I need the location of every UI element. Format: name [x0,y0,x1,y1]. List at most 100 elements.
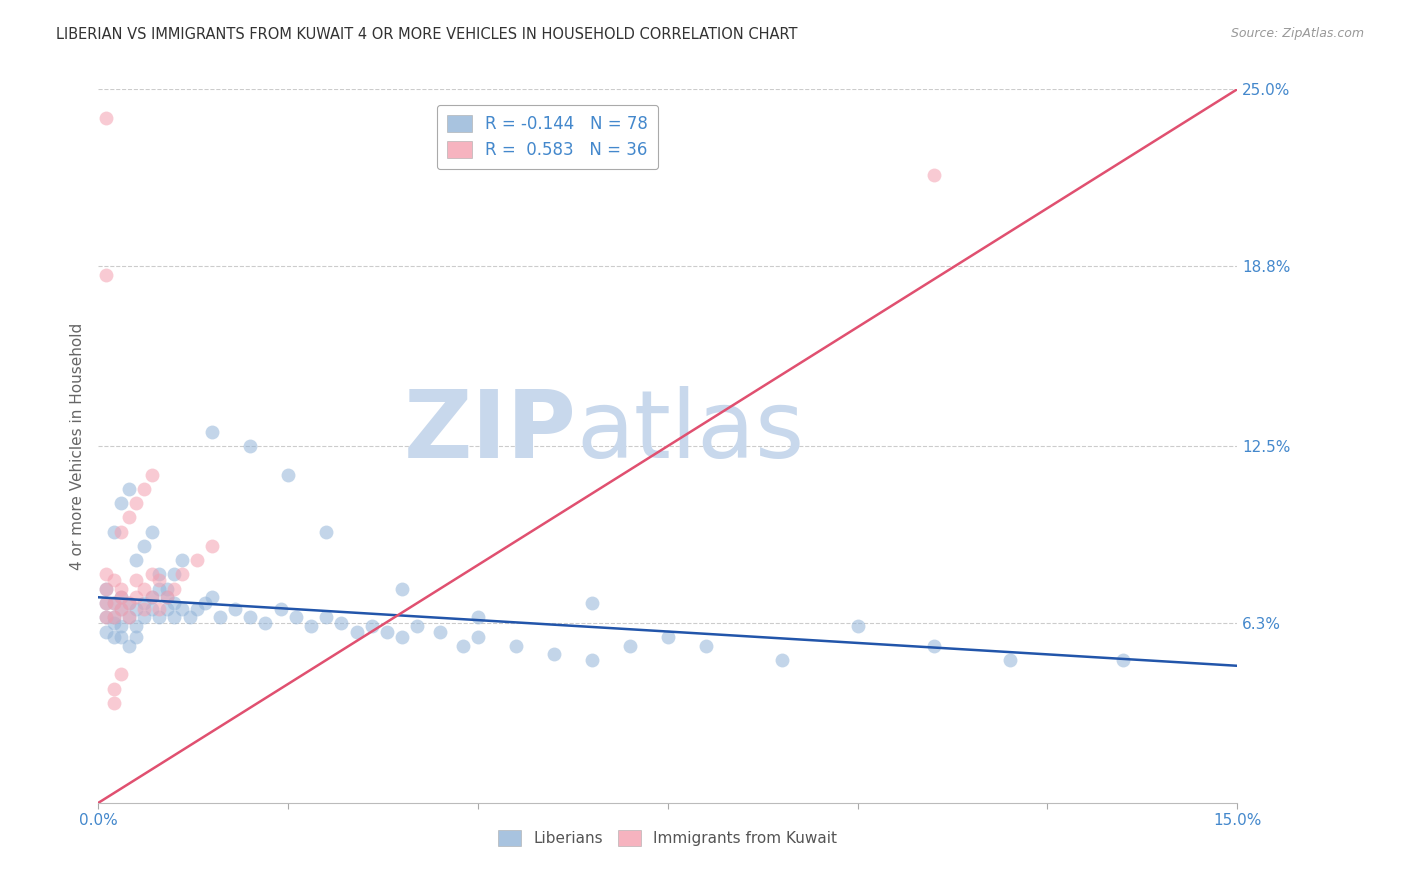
Point [581,596,603,610]
Point [94,610,117,624]
Point [239,439,262,453]
Point [156,591,179,605]
Point [94,268,117,282]
Text: ZIP: ZIP [404,385,576,478]
Y-axis label: 4 or more Vehicles in Household: 4 or more Vehicles in Household [69,322,84,570]
Point [163,567,186,582]
Point [110,619,132,633]
Point [179,610,201,624]
Point [94,111,117,125]
Point [110,591,132,605]
Point [201,425,224,439]
Text: Source: ZipAtlas.com: Source: ZipAtlas.com [1230,27,1364,40]
Point [132,596,155,610]
Point [103,596,125,610]
Point [118,596,141,610]
Point [270,601,292,615]
Point [163,610,186,624]
Point [156,601,179,615]
Point [467,630,489,644]
Point [141,591,163,605]
Point [132,601,155,615]
Point [110,601,132,615]
Point [543,648,565,662]
Point [208,610,231,624]
Legend: Liberians, Immigrants from Kuwait: Liberians, Immigrants from Kuwait [492,824,844,852]
Point [922,639,945,653]
Point [103,524,125,539]
Point [148,573,170,587]
Point [998,653,1021,667]
Point [406,619,429,633]
Point [110,496,132,510]
Point [254,615,277,630]
Point [110,582,132,596]
Point [170,567,193,582]
Text: LIBERIAN VS IMMIGRANTS FROM KUWAIT 4 OR MORE VEHICLES IN HOUSEHOLD CORRELATION C: LIBERIAN VS IMMIGRANTS FROM KUWAIT 4 OR … [56,27,797,42]
Point [148,567,170,582]
Point [118,482,141,496]
Point [163,596,186,610]
Point [148,610,170,624]
Point [103,615,125,630]
Point [148,601,170,615]
Point [103,681,125,696]
Point [110,630,132,644]
Point [110,524,132,539]
Point [103,596,125,610]
Point [330,615,353,630]
Point [375,624,398,639]
Point [922,168,945,182]
Point [125,573,148,587]
Point [118,610,141,624]
Point [194,596,217,610]
Point [770,653,793,667]
Point [125,591,148,605]
Point [125,619,148,633]
Point [141,567,163,582]
Point [118,610,141,624]
Point [467,610,489,624]
Point [186,601,208,615]
Point [148,582,170,596]
Point [110,591,132,605]
Point [94,610,117,624]
Point [132,582,155,596]
Point [1112,653,1135,667]
Point [201,539,224,553]
Point [118,639,141,653]
Point [103,696,125,710]
Point [94,567,117,582]
Point [505,639,527,653]
Point [94,596,117,610]
Point [141,591,163,605]
Point [125,553,148,567]
Point [132,610,155,624]
Point [132,539,155,553]
Point [619,639,641,653]
Point [141,467,163,482]
Point [846,619,869,633]
Point [110,667,132,681]
Point [163,582,186,596]
Text: atlas: atlas [576,385,806,478]
Point [451,639,474,653]
Point [277,467,299,482]
Point [391,582,413,596]
Point [125,630,148,644]
Point [201,591,224,605]
Point [94,596,117,610]
Point [156,591,179,605]
Point [103,610,125,624]
Point [141,601,163,615]
Point [103,610,125,624]
Point [103,573,125,587]
Point [141,524,163,539]
Point [170,601,193,615]
Point [103,630,125,644]
Point [156,582,179,596]
Point [186,553,208,567]
Point [125,496,148,510]
Point [695,639,717,653]
Point [315,524,337,539]
